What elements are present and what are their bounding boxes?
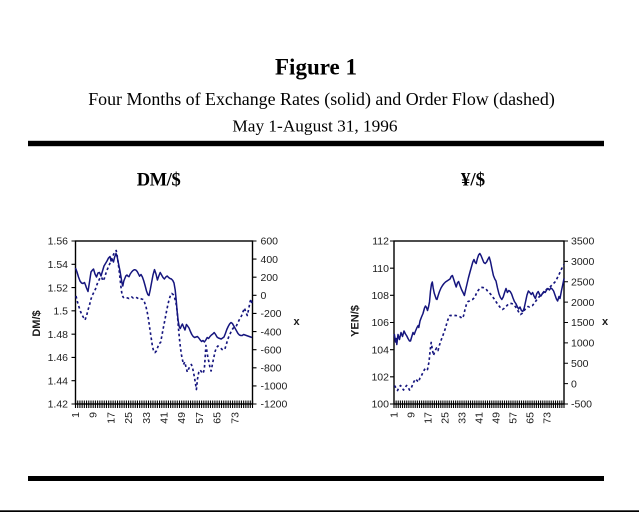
svg-text:100: 100: [371, 399, 389, 411]
svg-text:400: 400: [261, 254, 279, 266]
svg-text:1: 1: [70, 412, 82, 418]
svg-text:0: 0: [261, 290, 267, 302]
svg-text:Figure 1: Figure 1: [275, 55, 357, 80]
svg-text:73: 73: [229, 412, 241, 424]
svg-text:65: 65: [525, 412, 537, 424]
svg-text:1.54: 1.54: [48, 259, 69, 271]
svg-text:-400: -400: [261, 326, 282, 338]
svg-text:¥/$: ¥/$: [461, 170, 485, 191]
svg-text:3500: 3500: [571, 236, 595, 248]
svg-text:YEN/$: YEN/$: [350, 305, 362, 337]
svg-text:73: 73: [542, 412, 554, 424]
svg-text:65: 65: [212, 412, 224, 424]
svg-text:1500: 1500: [571, 317, 595, 329]
svg-text:-600: -600: [261, 344, 282, 356]
svg-text:108: 108: [371, 290, 389, 302]
svg-text:1.52: 1.52: [48, 282, 69, 294]
svg-text:1.44: 1.44: [48, 375, 69, 387]
svg-text:25: 25: [440, 412, 452, 424]
svg-text:25: 25: [123, 412, 135, 424]
svg-text:-800: -800: [261, 362, 282, 374]
svg-text:DM/$: DM/$: [31, 310, 43, 336]
svg-text:110: 110: [372, 263, 389, 275]
svg-text:x: x: [293, 316, 300, 328]
svg-text:17: 17: [423, 412, 435, 424]
svg-text:x: x: [602, 316, 609, 328]
svg-text:41: 41: [474, 412, 486, 424]
svg-text:102: 102: [371, 372, 389, 384]
svg-text:2000: 2000: [571, 297, 595, 309]
svg-text:57: 57: [194, 412, 206, 424]
svg-text:57: 57: [508, 412, 520, 424]
svg-text:-1000: -1000: [261, 381, 288, 393]
svg-text:1.46: 1.46: [48, 352, 69, 364]
svg-text:-1200: -1200: [261, 399, 288, 411]
svg-text:1.42: 1.42: [48, 399, 69, 411]
svg-text:0: 0: [571, 378, 577, 390]
svg-text:1.48: 1.48: [48, 329, 69, 341]
svg-text:2500: 2500: [571, 276, 595, 288]
svg-text:May 1-August 31, 1996: May 1-August 31, 1996: [232, 117, 397, 136]
svg-text:33: 33: [457, 412, 469, 424]
svg-text:DM/$: DM/$: [137, 171, 181, 191]
svg-text:Four Months of Exchange Rates: Four Months of Exchange Rates (solid) an…: [88, 89, 555, 110]
svg-text:49: 49: [176, 412, 188, 424]
svg-text:1.56: 1.56: [48, 236, 69, 248]
svg-text:500: 500: [571, 358, 589, 370]
svg-text:1000: 1000: [571, 338, 595, 350]
svg-text:106: 106: [371, 317, 389, 329]
svg-text:41: 41: [159, 412, 171, 424]
svg-text:600: 600: [261, 236, 279, 248]
svg-text:17: 17: [105, 412, 117, 424]
svg-text:112: 112: [372, 236, 389, 248]
svg-text:33: 33: [141, 412, 153, 424]
svg-text:1: 1: [389, 412, 401, 418]
svg-text:9: 9: [406, 412, 418, 418]
svg-text:49: 49: [491, 412, 503, 424]
svg-text:-200: -200: [261, 308, 282, 320]
svg-text:9: 9: [88, 412, 100, 418]
svg-text:1.5: 1.5: [53, 306, 68, 318]
svg-text:200: 200: [261, 272, 279, 284]
svg-text:-500: -500: [571, 399, 592, 411]
svg-text:3000: 3000: [571, 256, 595, 268]
svg-text:104: 104: [371, 344, 389, 356]
